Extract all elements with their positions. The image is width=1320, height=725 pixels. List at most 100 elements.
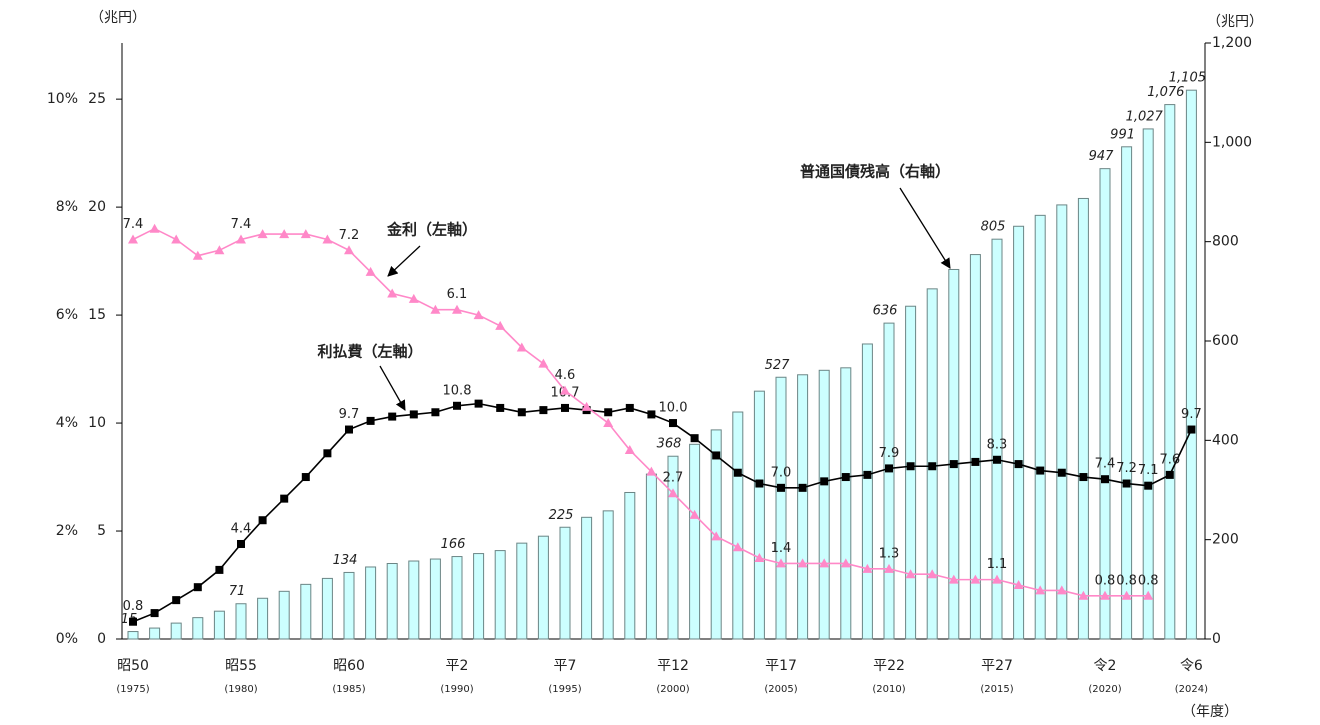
marker: [1165, 470, 1174, 479]
bar: [127, 631, 139, 640]
data-label: 947: [1089, 149, 1115, 164]
bar: [516, 542, 528, 640]
x-tick-label: 平17: [765, 658, 797, 674]
bar: [1034, 214, 1046, 640]
data-label: 7.2: [1116, 461, 1137, 476]
marker: [366, 416, 375, 425]
bar: [321, 577, 333, 640]
bar: [559, 526, 571, 640]
tick-label: 6%: [56, 307, 78, 323]
marker: [863, 470, 872, 479]
marker: [150, 609, 159, 618]
marker: [193, 583, 202, 592]
marker: [408, 293, 419, 303]
bar: [1056, 204, 1068, 640]
bar: [213, 610, 225, 640]
bar: [667, 455, 679, 640]
bar: [429, 558, 441, 640]
marker: [949, 460, 958, 469]
data-label: 805: [981, 220, 1006, 235]
data-label: 7.0: [771, 465, 792, 480]
bar: [257, 597, 269, 640]
marker: [192, 250, 203, 260]
x-tick-year: (1980): [224, 684, 257, 695]
marker: [948, 574, 959, 584]
x-tick-year: (1985): [332, 684, 365, 695]
bar: [1164, 104, 1176, 640]
bar: [235, 603, 247, 640]
marker: [171, 234, 182, 244]
tick-label: 800: [1212, 234, 1239, 250]
marker: [754, 553, 765, 563]
marker: [928, 462, 937, 471]
bar: [840, 367, 852, 640]
bar: [775, 376, 787, 640]
data-label: 4.4: [231, 521, 252, 536]
data-label: 527: [765, 358, 791, 373]
series-annotation: 金利（左軸）: [386, 221, 477, 239]
bar: [1099, 168, 1111, 640]
marker: [516, 342, 527, 352]
data-label: 368: [657, 437, 682, 452]
data-label: 1.1: [987, 557, 1008, 572]
bar: [991, 238, 1003, 640]
marker: [1122, 479, 1131, 488]
marker: [1100, 590, 1110, 600]
marker: [431, 408, 440, 417]
data-label: 7.4: [123, 217, 144, 232]
marker: [819, 558, 830, 568]
marker: [840, 558, 851, 568]
bar: [386, 563, 398, 640]
bar: [883, 322, 895, 640]
data-label: 7.4: [231, 217, 252, 232]
tick-label: 10%: [47, 91, 78, 107]
y2-unit: （兆円）: [1207, 14, 1263, 30]
bar: [365, 566, 377, 640]
y-unit: （兆円）: [90, 10, 146, 26]
marker: [409, 410, 418, 419]
x-tick-label: 昭60: [333, 658, 365, 674]
x-tick-label: 平12: [657, 658, 689, 674]
bar: [969, 254, 981, 640]
marker: [841, 473, 850, 482]
bar: [170, 622, 182, 640]
x-tick-year: (2015): [980, 684, 1013, 695]
marker: [668, 488, 678, 498]
marker: [388, 412, 397, 421]
marker: [453, 401, 461, 410]
data-label: 1,105: [1169, 71, 1206, 86]
bar: [624, 491, 636, 640]
marker: [776, 558, 786, 568]
bar: [343, 571, 355, 640]
bar: [149, 627, 161, 640]
data-label: 1.4: [771, 541, 792, 556]
marker: [798, 483, 807, 492]
line: [132, 227, 1149, 597]
marker: [604, 408, 613, 417]
marker: [344, 245, 354, 255]
data-label: 0.8: [1095, 573, 1116, 588]
data-label: 7.6: [1159, 452, 1180, 467]
marker: [820, 477, 829, 486]
marker: [732, 542, 743, 552]
marker: [755, 479, 764, 488]
x-tick-label: 平7: [554, 658, 577, 674]
marker: [474, 399, 483, 408]
bar: [753, 390, 765, 640]
bar: [1142, 128, 1154, 640]
marker: [539, 406, 548, 415]
tick-label: 25: [88, 91, 106, 107]
x-tick-year: (2005): [764, 684, 797, 695]
bar: [473, 553, 485, 640]
annotation-arrow: [379, 365, 406, 411]
x-tick-label: 昭55: [225, 658, 257, 674]
tick-label: 0: [1212, 631, 1221, 647]
x-tick-year: (1990): [440, 684, 473, 695]
marker: [1056, 585, 1067, 595]
bar: [278, 590, 290, 640]
marker: [495, 320, 506, 330]
marker: [646, 466, 657, 476]
marker: [927, 569, 938, 579]
data-label: 0.8: [1116, 573, 1137, 588]
bar: [537, 535, 549, 640]
